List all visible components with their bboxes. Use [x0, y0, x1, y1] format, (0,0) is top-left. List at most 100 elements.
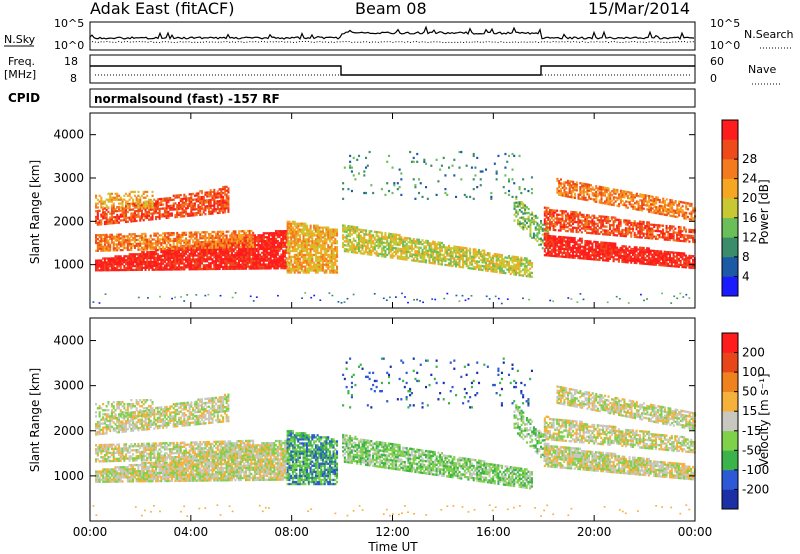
data-cell [617, 256, 620, 259]
data-cell [275, 239, 278, 243]
data-cell [288, 226, 291, 229]
data-cell [530, 264, 533, 267]
data-cell [139, 205, 142, 209]
data-cell [665, 250, 668, 254]
data-cell [119, 241, 122, 244]
data-cell [250, 239, 253, 242]
data-cell [132, 239, 135, 242]
data-cell [495, 263, 498, 266]
data-cell [646, 249, 649, 252]
data-cell [474, 256, 477, 259]
data-cell [425, 251, 428, 254]
data-cell [676, 253, 679, 256]
data-cell [389, 246, 392, 249]
data-cell [391, 240, 394, 244]
data-cell [160, 262, 163, 265]
data-cell [133, 268, 136, 272]
data-cell [239, 238, 242, 241]
data-cell [550, 244, 553, 248]
data-cell [273, 239, 276, 243]
data-cell [299, 251, 302, 255]
data-cell [377, 239, 380, 242]
data-cell [238, 238, 241, 241]
data-cell [325, 259, 328, 262]
data-cell [178, 248, 181, 252]
data-cell [140, 211, 143, 214]
data-cell [245, 255, 248, 259]
data-cell [321, 263, 324, 266]
data-cell [218, 192, 221, 195]
data-cell [103, 263, 106, 266]
data-cell [128, 264, 131, 268]
data-cell [230, 252, 233, 255]
data-cell [110, 210, 113, 213]
data-cell [146, 212, 149, 216]
data-cell [110, 198, 113, 201]
data-cell [149, 248, 152, 251]
data-cell [384, 255, 387, 258]
data-cell [598, 249, 601, 252]
data-cell [407, 250, 410, 254]
data-cell [204, 252, 207, 255]
data-cell [156, 260, 159, 263]
data-cell [230, 261, 233, 265]
data-cell [334, 230, 337, 233]
data-cell [222, 265, 225, 269]
data-cell [321, 244, 324, 247]
data-cell [140, 248, 143, 251]
data-cell [133, 253, 136, 256]
data-cell [238, 259, 241, 263]
data-cell [199, 235, 202, 238]
data-cell [500, 257, 503, 261]
data-cell [379, 239, 382, 242]
data-cell [500, 259, 503, 263]
data-cell [286, 238, 289, 241]
data-cell [137, 257, 140, 260]
data-cell [139, 268, 142, 271]
data-cell [162, 240, 165, 243]
data-cell [527, 261, 530, 264]
data-cell [151, 268, 154, 271]
data-cell [200, 254, 203, 257]
data-cell [100, 198, 103, 201]
data-cell [460, 254, 463, 257]
data-cell [162, 252, 165, 256]
data-cell [373, 248, 376, 251]
data-cell [230, 257, 233, 261]
data-cell [174, 216, 177, 219]
data-cell [144, 268, 147, 271]
data-cell [250, 257, 253, 260]
data-cell [282, 230, 285, 233]
data-cell [283, 249, 286, 252]
data-cell [116, 217, 119, 221]
data-cell [123, 194, 126, 197]
data-cell [209, 212, 212, 215]
data-cell [384, 253, 387, 256]
data-cell [336, 249, 339, 253]
data-cell [314, 238, 317, 241]
data-cell [486, 259, 489, 263]
data-cell [220, 195, 223, 199]
data-cell [151, 202, 154, 205]
data-cell [216, 240, 219, 243]
data-cell [206, 244, 209, 247]
data-cell [299, 228, 302, 231]
data-cell [327, 228, 330, 231]
data-cell [218, 258, 221, 261]
data-cell [163, 234, 166, 237]
data-cell [545, 232, 548, 236]
data-cell [165, 203, 168, 206]
data-cell [536, 224, 539, 227]
data-cell [236, 257, 239, 261]
data-cell [125, 259, 128, 262]
data-cell [314, 267, 317, 270]
data-cell [276, 259, 279, 262]
data-cell [579, 257, 582, 260]
data-cell [304, 224, 307, 227]
data-cell [632, 248, 635, 251]
data-cell [393, 237, 396, 240]
data-cell [500, 263, 503, 267]
data-cell [286, 232, 289, 235]
data-cell [245, 233, 248, 237]
data-cell [142, 242, 145, 245]
